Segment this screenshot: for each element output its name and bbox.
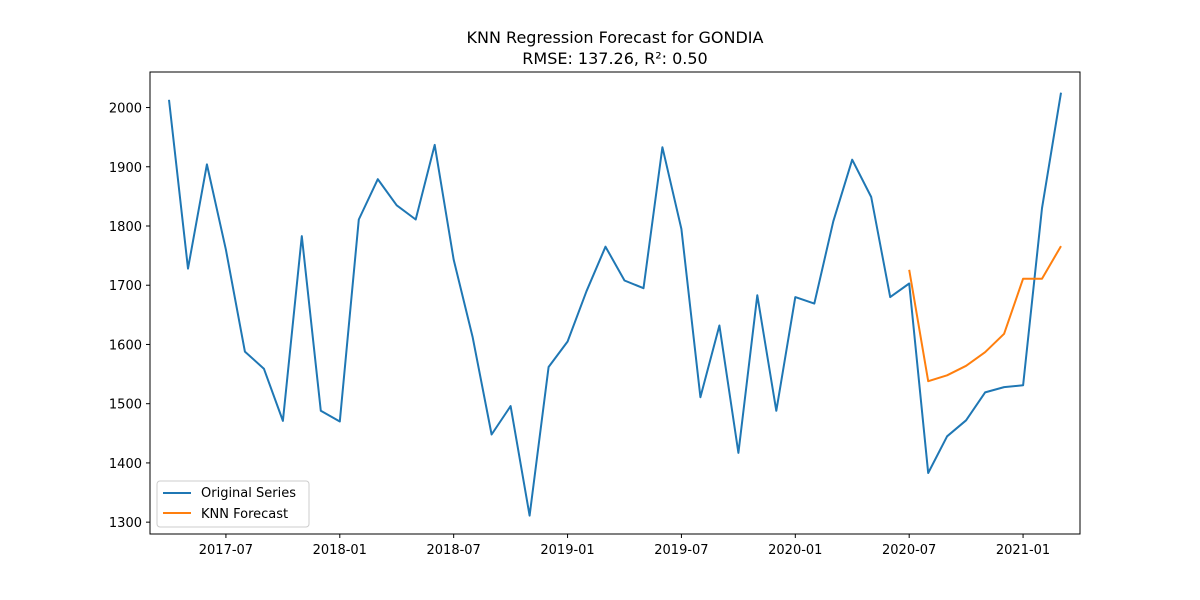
chart-subtitle: RMSE: 137.26, R²: 0.50 [522, 49, 707, 68]
x-tick-label: 2020-07 [882, 543, 936, 558]
x-tick-label: 2019-01 [540, 543, 594, 558]
y-tick-label: 2000 [109, 102, 142, 117]
x-tick-label: 2020-01 [768, 543, 822, 558]
y-tick-label: 1600 [109, 338, 142, 353]
plot-frame [149, 71, 1081, 535]
legend-label-knn-forecast: KNN Forecast [201, 507, 288, 522]
x-axis-ticks: 2017-07 2018-01 2018-07 2019-01 2019-07 2020-… [199, 534, 1050, 558]
legend-box [156, 480, 310, 528]
x-tick-label: 2018-07 [427, 543, 481, 558]
legend: Original Series KNN Forecast [156, 480, 310, 528]
y-tick-label: 1300 [109, 516, 142, 531]
x-tick-label: 2018-01 [313, 543, 367, 558]
legend-label-original-series: Original Series [201, 486, 296, 501]
y-tick-label: 1700 [109, 279, 142, 294]
y-tick-label: 1400 [109, 457, 142, 472]
series-line-knn-forecast [908, 245, 1062, 383]
chart-title: KNN Regression Forecast for GONDIA [467, 28, 764, 47]
y-tick-label: 1500 [109, 398, 142, 413]
x-tick-label: 2019-07 [654, 543, 708, 558]
series-layer [168, 92, 1062, 517]
series-line-original-series [168, 92, 1062, 517]
y-tick-label: 1900 [109, 161, 142, 176]
y-tick-label: 1800 [109, 220, 142, 235]
x-tick-label: 2021-01 [996, 543, 1050, 558]
y-axis-ticks: 1300 1400 1500 1600 1700 1800 1900 2000 [109, 102, 150, 531]
x-tick-label: 2017-07 [199, 543, 253, 558]
